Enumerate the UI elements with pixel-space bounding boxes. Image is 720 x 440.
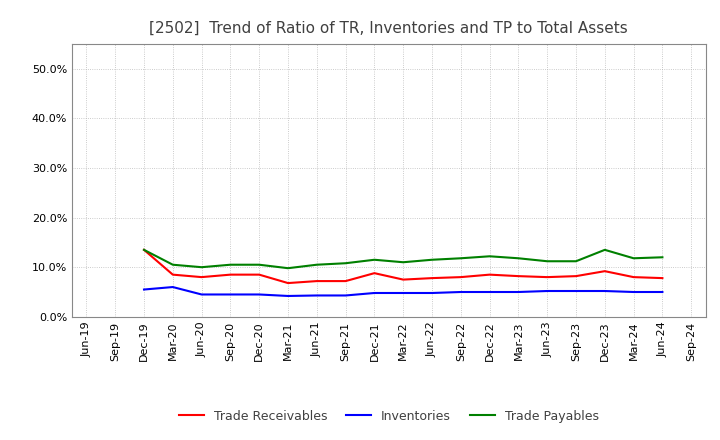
Trade Receivables [341,279,350,284]
Trade Payables [284,266,292,271]
Trade Payables [456,256,465,261]
Trade Receivables [543,275,552,280]
Inventories [370,290,379,296]
Trade Payables [600,247,609,253]
Trade Payables [572,259,580,264]
Trade Receivables [629,275,638,280]
Trade Payables [428,257,436,262]
Trade Payables [485,253,494,259]
Inventories [197,292,206,297]
Trade Receivables [658,275,667,281]
Inventories [543,288,552,293]
Trade Payables [629,256,638,261]
Trade Receivables [197,275,206,280]
Inventories [284,293,292,299]
Inventories [658,290,667,295]
Trade Payables [399,260,408,265]
Line: Trade Payables: Trade Payables [144,250,662,268]
Trade Payables [140,247,148,253]
Trade Receivables [399,277,408,282]
Trade Receivables [428,275,436,281]
Trade Receivables [572,274,580,279]
Trade Receivables [370,271,379,276]
Inventories [255,292,264,297]
Inventories [456,290,465,295]
Trade Receivables [284,280,292,286]
Inventories [514,290,523,295]
Trade Receivables [600,268,609,274]
Trade Payables [255,262,264,268]
Trade Payables [543,259,552,264]
Trade Payables [197,264,206,270]
Inventories [168,284,177,290]
Trade Receivables [140,247,148,253]
Trade Payables [226,262,235,268]
Trade Payables [514,256,523,261]
Trade Payables [658,255,667,260]
Inventories [485,290,494,295]
Inventories [428,290,436,296]
Inventories [572,288,580,293]
Trade Receivables [485,272,494,277]
Inventories [140,287,148,292]
Inventories [629,290,638,295]
Inventories [600,288,609,293]
Inventories [226,292,235,297]
Title: [2502]  Trend of Ratio of TR, Inventories and TP to Total Assets: [2502] Trend of Ratio of TR, Inventories… [150,21,628,36]
Trade Receivables [168,272,177,277]
Trade Receivables [255,272,264,277]
Inventories [341,293,350,298]
Trade Payables [341,260,350,266]
Line: Inventories: Inventories [144,287,662,296]
Trade Payables [168,262,177,268]
Line: Trade Receivables: Trade Receivables [144,250,662,283]
Legend: Trade Receivables, Inventories, Trade Payables: Trade Receivables, Inventories, Trade Pa… [174,405,604,428]
Trade Payables [312,262,321,268]
Trade Receivables [456,275,465,280]
Trade Receivables [226,272,235,277]
Inventories [312,293,321,298]
Inventories [399,290,408,296]
Trade Receivables [514,274,523,279]
Trade Receivables [312,279,321,284]
Trade Payables [370,257,379,262]
